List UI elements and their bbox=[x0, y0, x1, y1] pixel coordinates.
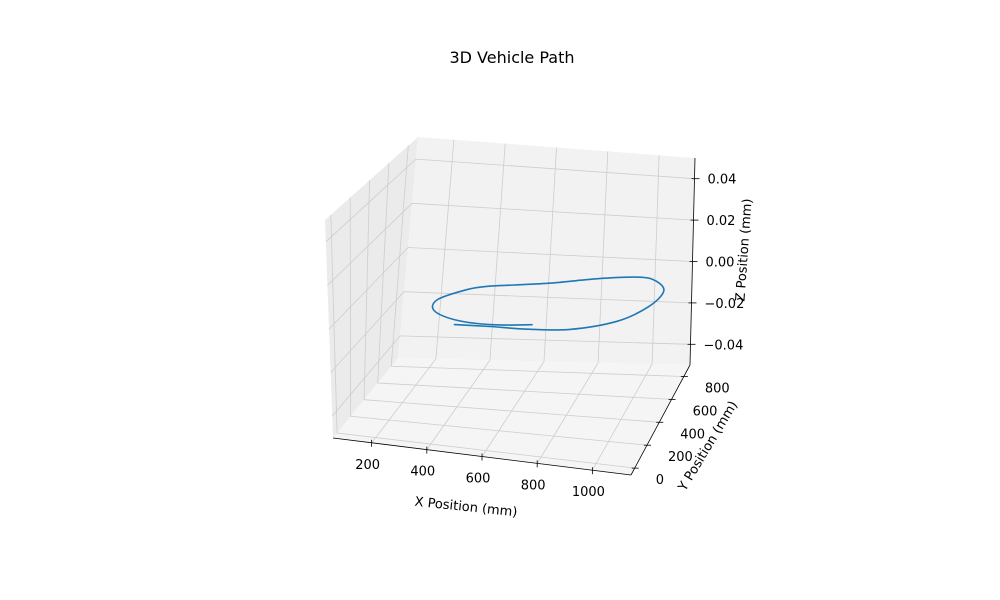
z-grid-line bbox=[331, 335, 691, 417]
z-grid-line bbox=[327, 202, 694, 286]
x-grid-line bbox=[536, 151, 609, 464]
x-tick-label: 400 bbox=[410, 465, 435, 480]
x-grid-line bbox=[371, 139, 455, 444]
floor-pane bbox=[333, 358, 690, 475]
y-tick-label: 600 bbox=[693, 404, 718, 419]
chart-title: 3D Vehicle Path bbox=[449, 48, 574, 67]
z-grid-line bbox=[328, 247, 693, 330]
x-grid-line bbox=[426, 143, 506, 450]
grid-lines bbox=[325, 139, 695, 471]
y-grid-line bbox=[330, 214, 635, 469]
x-axis-label: X Position (mm) bbox=[414, 495, 518, 521]
plot-series bbox=[431, 276, 665, 331]
y-grid-line bbox=[363, 180, 660, 423]
x-grid-line bbox=[592, 155, 660, 471]
y-grid-line bbox=[390, 145, 684, 377]
z-tick-label: −0.02 bbox=[705, 297, 745, 312]
left-pane bbox=[325, 137, 418, 438]
y-grid-line bbox=[349, 197, 648, 446]
x-tick-label: 1000 bbox=[572, 485, 605, 500]
x-tick-label: 600 bbox=[466, 472, 491, 487]
x-tick-label: 800 bbox=[521, 478, 546, 493]
y-grid-line bbox=[377, 162, 672, 400]
axis-ticks: 200 400 600 800 1000 0 200 400 600 800 −0.04 −0.02 0… bbox=[355, 173, 744, 501]
z-tick-label: 0.00 bbox=[706, 256, 735, 271]
x-grid-line bbox=[481, 147, 557, 457]
x-tick-label: 200 bbox=[355, 458, 380, 473]
back-pane bbox=[398, 137, 695, 365]
y-tick-label: 800 bbox=[705, 381, 730, 396]
y-tick-label: 200 bbox=[668, 450, 693, 465]
z-axis-label: Z Position (mm) bbox=[733, 198, 755, 302]
z-grid-line bbox=[330, 291, 692, 373]
z-tick-label: 0.02 bbox=[707, 214, 736, 229]
y-tick-label: 400 bbox=[680, 427, 705, 442]
z-tick-label: 0.04 bbox=[708, 173, 737, 188]
z-grid-line bbox=[325, 158, 695, 243]
axes-panes bbox=[325, 137, 695, 475]
vehicle-path-line bbox=[431, 276, 665, 331]
z-tick-label: −0.04 bbox=[704, 338, 744, 353]
y-tick-label: 0 bbox=[656, 473, 664, 488]
y-axis-line bbox=[630, 364, 691, 476]
